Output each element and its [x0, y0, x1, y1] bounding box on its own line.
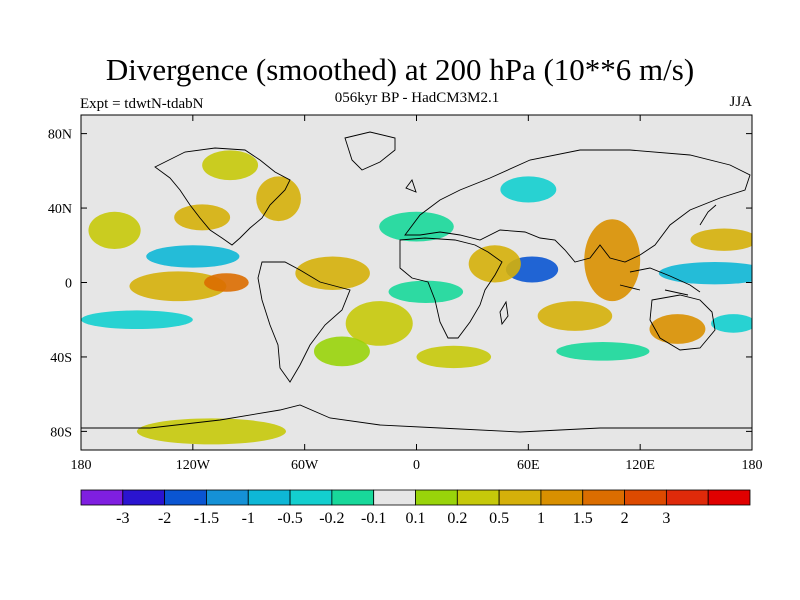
divergence-blob — [658, 262, 752, 285]
coastline-madagascar — [499, 300, 509, 326]
colorbar-label: 2 — [621, 510, 629, 527]
coastline-greenland — [344, 131, 396, 171]
colorbar-label: -0.1 — [361, 510, 386, 527]
colorbar-swatch — [247, 489, 291, 506]
coastline-britain — [405, 179, 417, 193]
colorbar-swatch — [164, 489, 207, 506]
divergence-blob — [202, 150, 259, 181]
x-tick-label: 120W — [176, 458, 211, 473]
y-tick-label: 80N — [48, 128, 72, 143]
coastline-japan — [699, 204, 717, 226]
x-tick-label: 120E — [625, 458, 655, 473]
coastline-eurasia — [404, 149, 751, 263]
divergence-blob — [345, 301, 413, 346]
colorbar-swatch — [624, 489, 667, 506]
colorbar-swatch — [415, 489, 458, 506]
colorbar-label: 0.1 — [406, 510, 426, 527]
figure-subtitle: 056kyr BP - HadCM3M2.1 — [334, 90, 500, 106]
divergence-blob — [649, 314, 706, 344]
colorbar-swatch — [582, 489, 625, 506]
colorbar-label: -0.2 — [319, 510, 344, 527]
experiment-label: Expt = tdwtN-tdabN — [80, 96, 204, 112]
divergence-blob — [711, 314, 752, 333]
divergence-blob — [146, 245, 240, 268]
divergence-blob — [468, 245, 521, 283]
axis-tick-labels: 180 120W 60W 0 60E 120E 180 80N 40N 0 40S 80S — [48, 128, 763, 473]
colorbar-swatch — [498, 489, 542, 506]
divergence-blob — [88, 211, 141, 249]
colorbar-swatch — [456, 489, 500, 506]
divergence-blob — [256, 176, 301, 222]
coastlines — [81, 131, 752, 433]
colorbar-label: 3 — [662, 510, 670, 527]
divergence-blob — [379, 211, 454, 242]
divergence-blob — [388, 280, 464, 303]
divergence-blob — [81, 310, 193, 330]
colorbar-label: -3 — [116, 510, 129, 527]
colorbar-label: -0.5 — [277, 510, 302, 527]
colorbar-label: -1 — [242, 510, 255, 527]
x-tick-label: 60E — [517, 458, 540, 473]
divergence-blob — [129, 271, 227, 302]
divergence-blob — [313, 336, 370, 367]
divergence-blob — [295, 256, 370, 290]
colorbar-label: 1 — [537, 510, 545, 527]
colorbar-swatch — [665, 489, 709, 506]
colorbar-swatch — [707, 489, 751, 506]
season-label: JJA — [729, 94, 752, 110]
divergence-blob — [584, 219, 641, 302]
divergence-blob — [174, 204, 231, 231]
divergence-blob — [690, 228, 752, 251]
colorbar-swatch — [206, 489, 249, 506]
coastline-maritime-continent — [619, 267, 701, 296]
divergence-blob — [204, 273, 249, 292]
colorbar-label: 0.2 — [447, 510, 467, 527]
colorbar-swatch — [540, 489, 584, 506]
colorbar-label: 0.5 — [489, 510, 509, 527]
coastline-australia — [649, 294, 716, 351]
coastline-africa — [399, 237, 503, 339]
axis-ticks — [80, 115, 753, 450]
colorbar-swatch — [373, 489, 416, 506]
coastline-north-america — [154, 147, 291, 246]
divergence-field-layer — [81, 150, 752, 445]
y-tick-label: 80S — [50, 425, 72, 440]
colorbar-swatch — [80, 489, 124, 506]
y-tick-label: 40N — [48, 202, 72, 217]
colorbar-label: -2 — [158, 510, 171, 527]
coastline-antarctica — [81, 404, 752, 433]
colorbar-swatch — [122, 489, 166, 506]
y-tick-label: 40S — [50, 351, 72, 366]
colorbar-label: 1.5 — [573, 510, 593, 527]
colorbar-swatch — [331, 489, 375, 506]
figure-title: Divergence (smoothed) at 200 hPa (10**6 … — [105, 52, 695, 87]
x-tick-label: 60W — [291, 458, 319, 473]
x-tick-label: 180 — [742, 458, 763, 473]
colorbar: -3 -2 -1.5 -1 -0.5 -0.2 -0.1 0.1 0.2 0.5 1 1.5 2 3 — [80, 489, 751, 527]
divergence-blob — [537, 301, 613, 331]
colorbar-label: -1.5 — [194, 510, 219, 527]
divergence-blob — [416, 345, 492, 369]
x-tick-label: 180 — [71, 458, 92, 473]
divergence-blob — [556, 342, 650, 361]
coastline-south-america — [257, 261, 351, 383]
y-tick-label: 0 — [65, 277, 72, 292]
divergence-blob — [136, 418, 287, 445]
divergence-blob — [500, 176, 557, 203]
x-tick-label: 0 — [413, 458, 420, 473]
colorbar-swatch — [289, 489, 333, 506]
